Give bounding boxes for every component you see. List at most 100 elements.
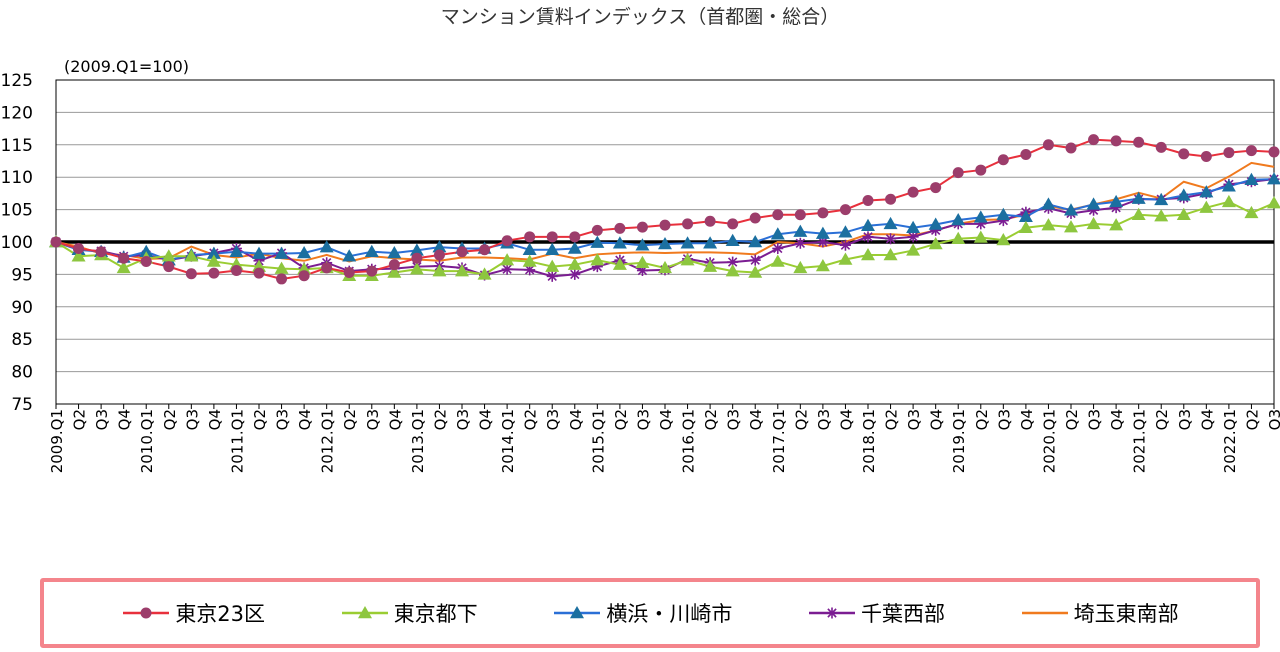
data-point bbox=[861, 218, 875, 232]
legend-swatch bbox=[808, 607, 855, 619]
data-point bbox=[1131, 191, 1146, 204]
legend-label: 埼玉東南部 bbox=[1073, 602, 1179, 626]
star-stroke bbox=[908, 232, 918, 242]
star-stroke bbox=[570, 269, 580, 280]
x-tick-label: Q4 bbox=[1018, 409, 1036, 430]
data-point bbox=[861, 247, 875, 261]
legend-label: 千葉西部 bbox=[860, 602, 945, 626]
data-point bbox=[883, 247, 898, 261]
data-point bbox=[1086, 216, 1101, 230]
data-point bbox=[229, 244, 244, 257]
data-point bbox=[276, 273, 288, 285]
data-point bbox=[748, 235, 763, 248]
data-point bbox=[930, 182, 942, 194]
y-tick-label: 120 bbox=[1, 103, 33, 123]
data-point bbox=[748, 265, 763, 278]
data-point bbox=[321, 262, 333, 274]
x-tick-label: Q3 bbox=[995, 409, 1013, 430]
data-point bbox=[885, 233, 897, 245]
x-tick-label: Q2 bbox=[1063, 409, 1081, 430]
data-point bbox=[1244, 172, 1259, 186]
x-tick-label: Q3 bbox=[725, 409, 743, 430]
data-point bbox=[885, 193, 897, 205]
data-point bbox=[252, 246, 266, 259]
x-tick-label: 2016.Q1 bbox=[680, 409, 698, 473]
data-point bbox=[297, 262, 312, 275]
data-point bbox=[906, 243, 921, 256]
data-point bbox=[500, 253, 515, 266]
data-point bbox=[1267, 196, 1280, 209]
x-tick-label: Q4 bbox=[116, 409, 134, 430]
data-point bbox=[862, 195, 874, 207]
y-tick-label: 110 bbox=[1, 168, 33, 188]
data-point bbox=[1154, 192, 1169, 206]
legend-item: 東京23区 bbox=[121, 598, 265, 628]
star-stroke bbox=[863, 232, 873, 242]
data-point bbox=[567, 257, 582, 270]
data-point bbox=[409, 262, 424, 275]
data-point bbox=[997, 154, 1009, 166]
data-point bbox=[116, 260, 131, 274]
star-stroke bbox=[750, 255, 760, 265]
legend-swatch bbox=[1021, 611, 1068, 615]
data-point bbox=[1178, 148, 1190, 160]
data-point bbox=[524, 231, 536, 243]
x-tick-label: Q3 bbox=[364, 409, 382, 430]
data-point bbox=[95, 246, 107, 258]
data-point bbox=[546, 270, 558, 282]
data-point bbox=[1109, 194, 1124, 208]
x-tick-label: Q2 bbox=[883, 409, 901, 430]
data-point bbox=[635, 238, 650, 251]
data-point bbox=[815, 258, 830, 272]
data-point bbox=[479, 244, 491, 256]
y-tick-label: 125 bbox=[1, 71, 33, 91]
x-tick-label: Q2 bbox=[612, 409, 630, 430]
x-tick-label: Q4 bbox=[837, 409, 855, 430]
data-point bbox=[319, 240, 334, 253]
data-point bbox=[951, 212, 966, 226]
data-point bbox=[794, 209, 806, 221]
legend-label: 横浜・川崎市 bbox=[606, 602, 733, 626]
data-point bbox=[772, 209, 784, 221]
y-tick-label: 105 bbox=[1, 201, 33, 221]
tick-labels: 75 80 85 90 95 100 105 110 115 120 125 (2009.Q1=100… bbox=[1, 57, 1280, 473]
data-point bbox=[1245, 145, 1257, 157]
data-point bbox=[1200, 150, 1212, 162]
star-stroke bbox=[547, 271, 557, 282]
data-point bbox=[862, 231, 874, 243]
x-tick-label: Q2 bbox=[1153, 409, 1171, 430]
data-point bbox=[725, 264, 740, 277]
data-point bbox=[658, 260, 672, 274]
data-point bbox=[680, 253, 695, 266]
x-tick-label: 2015.Q1 bbox=[589, 409, 607, 473]
data-point bbox=[1199, 200, 1214, 213]
x-tick-label: Q4 bbox=[477, 409, 495, 430]
data-point bbox=[432, 240, 447, 253]
star-stroke bbox=[827, 608, 837, 618]
data-point bbox=[184, 249, 199, 262]
data-point bbox=[298, 270, 310, 282]
star-stroke bbox=[727, 257, 738, 267]
legend-swatch bbox=[554, 606, 601, 619]
data-point bbox=[682, 218, 694, 230]
x-tick-label: Q2 bbox=[792, 409, 810, 430]
y-tick-label: 75 bbox=[11, 395, 33, 415]
x-tick-label: 2021.Q1 bbox=[1131, 409, 1149, 473]
data-point bbox=[659, 219, 671, 231]
data-point bbox=[1221, 179, 1236, 192]
data-point bbox=[749, 212, 761, 224]
data-point bbox=[951, 231, 966, 245]
x-tick-label: Q3 bbox=[1176, 409, 1194, 430]
data-point bbox=[1064, 220, 1078, 233]
data-point bbox=[815, 226, 830, 239]
legend-item: 千葉西部 bbox=[807, 598, 945, 628]
x-tick-label: 2022.Q1 bbox=[1221, 409, 1239, 473]
data-point bbox=[1110, 135, 1122, 147]
data-point bbox=[1176, 188, 1191, 201]
x-tick-label: Q2 bbox=[522, 409, 540, 430]
x-tick-label: Q4 bbox=[386, 409, 404, 430]
data-point bbox=[793, 224, 808, 237]
x-tick-label: Q4 bbox=[657, 409, 675, 430]
y-tick-label: 85 bbox=[11, 330, 33, 350]
data-point bbox=[952, 167, 964, 179]
